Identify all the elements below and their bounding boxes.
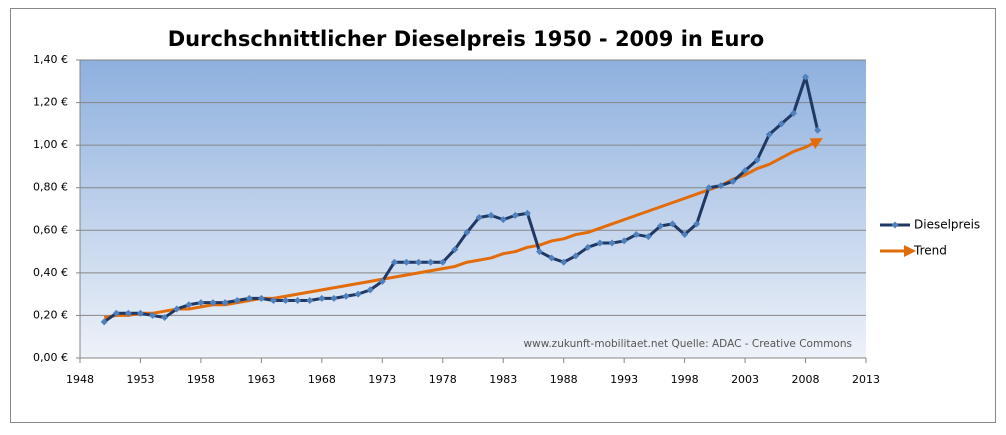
data-point bbox=[257, 294, 265, 302]
data-point bbox=[560, 258, 568, 266]
data-point bbox=[596, 239, 604, 247]
data-point bbox=[463, 228, 471, 236]
data-point bbox=[427, 258, 435, 266]
data-point bbox=[620, 237, 628, 245]
data-point bbox=[136, 309, 144, 317]
x-tick-label: 1993 bbox=[610, 373, 638, 386]
y-tick-label: 0,80 € bbox=[33, 181, 68, 194]
x-tick-label: 1953 bbox=[126, 373, 154, 386]
data-point bbox=[729, 177, 737, 185]
data-point bbox=[584, 243, 592, 251]
data-point bbox=[669, 220, 677, 228]
data-point bbox=[185, 301, 193, 309]
legend-label: Trend bbox=[913, 244, 947, 258]
data-point bbox=[741, 167, 749, 175]
data-point bbox=[499, 216, 507, 224]
x-tick-label: 1973 bbox=[368, 373, 396, 386]
data-point bbox=[318, 294, 326, 302]
data-point bbox=[378, 277, 386, 285]
data-point bbox=[753, 156, 761, 164]
data-point bbox=[306, 297, 314, 305]
data-point bbox=[451, 245, 459, 253]
data-point bbox=[705, 184, 713, 192]
x-tick-label: 1948 bbox=[66, 373, 94, 386]
data-point bbox=[439, 258, 447, 266]
x-tick-label: 1958 bbox=[187, 373, 215, 386]
data-point bbox=[330, 294, 338, 302]
data-point bbox=[342, 292, 350, 300]
data-point bbox=[511, 211, 519, 219]
legend-marker bbox=[891, 221, 899, 229]
annotation: www.zukunft-mobilitaet.net Quelle: ADAC … bbox=[524, 338, 852, 350]
data-point bbox=[209, 299, 217, 307]
data-point bbox=[221, 299, 229, 307]
x-tick-label: 1988 bbox=[550, 373, 578, 386]
data-point bbox=[475, 214, 483, 222]
data-point bbox=[523, 209, 531, 217]
x-tick-label: 1968 bbox=[308, 373, 336, 386]
x-tick-label: 2003 bbox=[731, 373, 759, 386]
data-point bbox=[124, 309, 132, 317]
data-point bbox=[644, 233, 652, 241]
x-tick-label: 2013 bbox=[852, 373, 880, 386]
x-tick-label: 2008 bbox=[792, 373, 820, 386]
data-point bbox=[814, 126, 822, 134]
data-point bbox=[294, 297, 302, 305]
y-tick-label: 0,40 € bbox=[33, 266, 68, 279]
data-point bbox=[245, 294, 253, 302]
data-point bbox=[656, 222, 664, 230]
x-tick-label: 1998 bbox=[671, 373, 699, 386]
data-point bbox=[693, 220, 701, 228]
y-tick-label: 0,00 € bbox=[33, 351, 68, 364]
data-point bbox=[100, 318, 108, 326]
y-tick-label: 0,60 € bbox=[33, 223, 68, 236]
series-line bbox=[103, 138, 823, 320]
x-tick-label: 1978 bbox=[429, 373, 457, 386]
data-point bbox=[161, 314, 169, 322]
y-tick-label: 1,20 € bbox=[33, 96, 68, 109]
data-point bbox=[402, 258, 410, 266]
data-point bbox=[173, 305, 181, 313]
data-point bbox=[197, 299, 205, 307]
data-point bbox=[149, 311, 157, 319]
y-tick-label: 0,20 € bbox=[33, 308, 68, 321]
data-point bbox=[366, 286, 374, 294]
data-point bbox=[548, 254, 556, 262]
data-point bbox=[390, 258, 398, 266]
data-point bbox=[112, 309, 120, 317]
data-point bbox=[415, 258, 423, 266]
data-point bbox=[282, 297, 290, 305]
legend-label: Dieselpreis bbox=[914, 218, 980, 232]
y-tick-label: 1,40 € bbox=[33, 53, 68, 66]
data-point bbox=[487, 211, 495, 219]
x-tick-label: 1963 bbox=[247, 373, 275, 386]
data-point bbox=[765, 131, 773, 138]
data-point bbox=[777, 120, 785, 128]
data-point bbox=[681, 231, 689, 239]
data-point bbox=[608, 239, 616, 247]
data-point bbox=[354, 290, 362, 298]
chart-title: Durchschnittlicher Dieselpreis 1950 - 20… bbox=[168, 27, 765, 51]
y-tick-label: 1,00 € bbox=[33, 138, 68, 151]
data-point bbox=[536, 248, 544, 256]
data-point bbox=[632, 231, 640, 239]
data-point bbox=[233, 297, 241, 305]
data-point bbox=[717, 182, 725, 190]
data-point bbox=[269, 297, 277, 305]
data-point bbox=[572, 252, 580, 260]
plot-area bbox=[80, 60, 866, 358]
x-tick-label: 1983 bbox=[489, 373, 517, 386]
data-point bbox=[789, 109, 797, 117]
data-point bbox=[802, 73, 810, 81]
